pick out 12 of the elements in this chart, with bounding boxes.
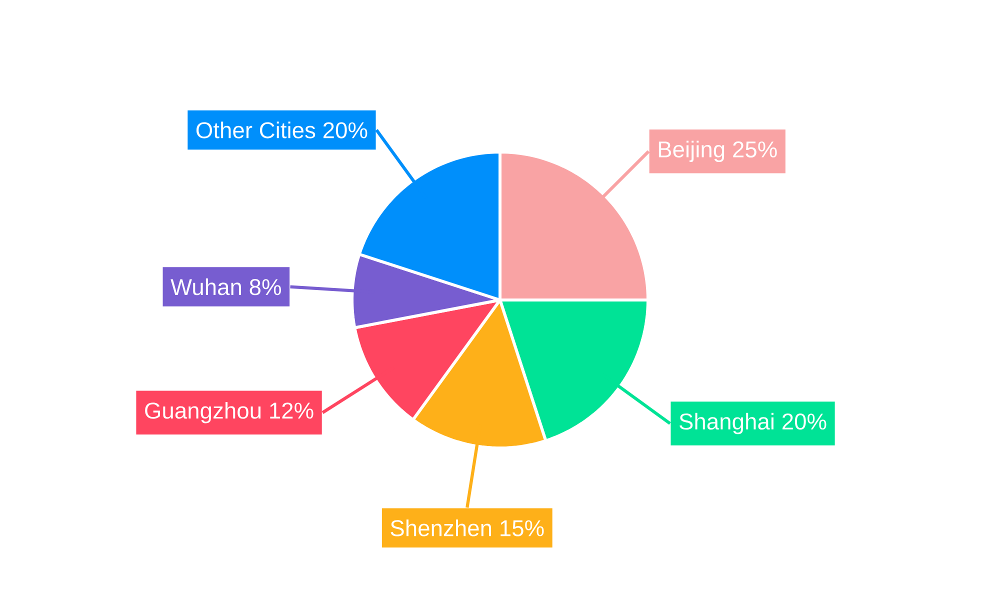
slice-label: Guangzhou <box>145 402 261 424</box>
data-label: 8% <box>250 279 281 296</box>
slice-label: Beijing <box>658 140 724 162</box>
data-label: 15% <box>500 520 544 536</box>
slice-label: Other Cities <box>196 122 316 138</box>
slice-label: Shanghai <box>680 412 774 434</box>
data-label: 20% <box>323 122 368 138</box>
data-label: 20% <box>782 414 826 430</box>
slice-label: Wuhan <box>170 278 241 296</box>
data-label: 12% <box>270 402 314 419</box>
data-label: 25% <box>733 141 777 158</box>
slice-label: Shenzhen <box>390 520 492 536</box>
